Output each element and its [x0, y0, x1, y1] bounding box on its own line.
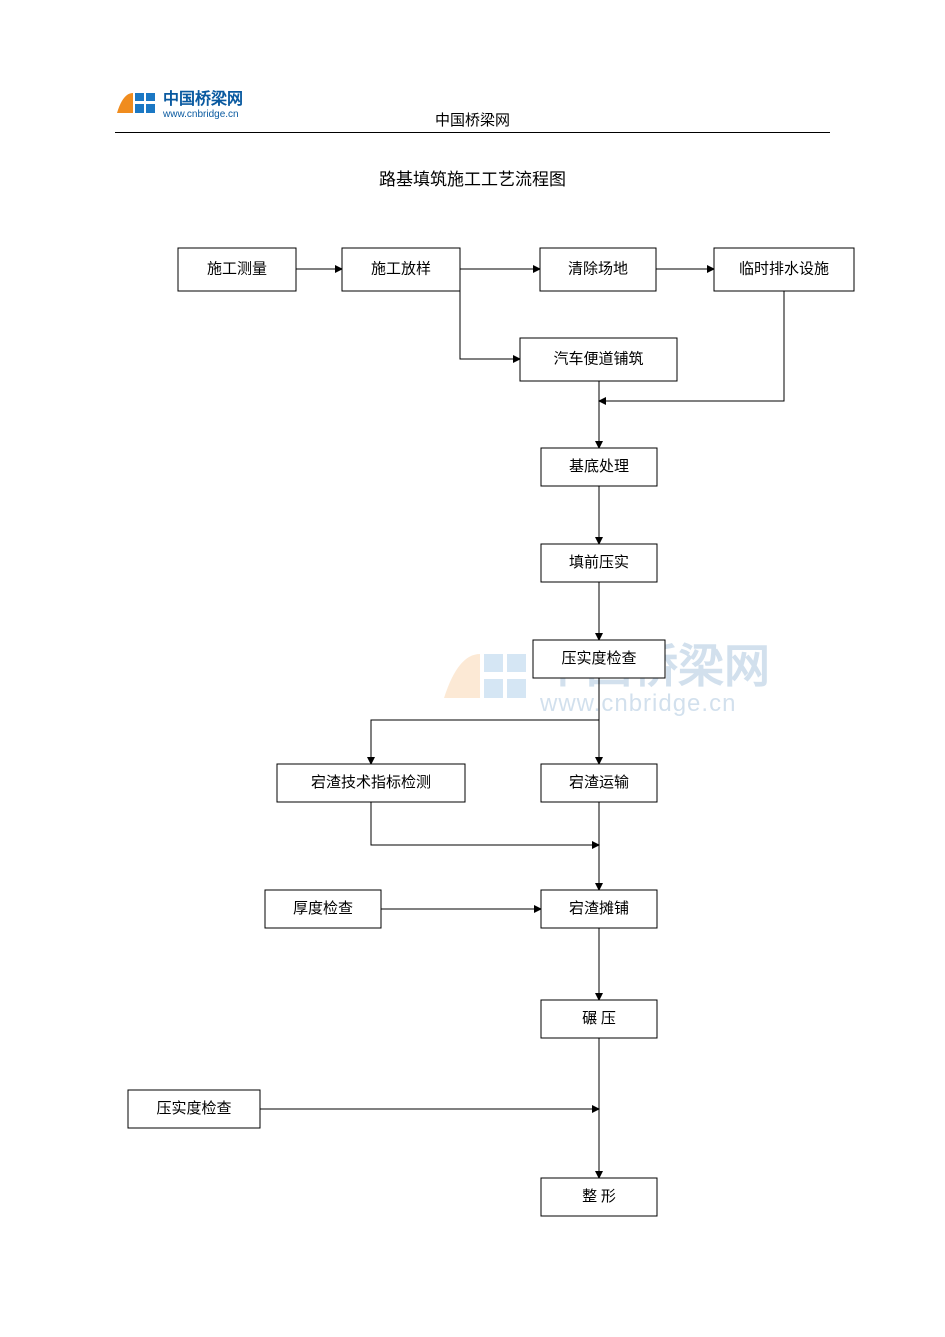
flow-edge: [371, 802, 599, 845]
flow-node: 填前压实: [541, 544, 657, 582]
flow-node: 压实度检查: [128, 1090, 260, 1128]
flow-node: 整 形: [541, 1178, 657, 1216]
flow-node-label: 汽车便道铺筑: [553, 351, 643, 368]
flow-node-label: 整 形: [582, 1188, 616, 1205]
flow-node-label: 基底处理: [569, 458, 629, 475]
flow-node: 压实度检查: [533, 640, 665, 678]
flow-node: 临时排水设施: [714, 248, 854, 291]
flow-node: 基底处理: [541, 448, 657, 486]
flow-edge: [371, 720, 599, 764]
flow-node: 汽车便道铺筑: [520, 338, 677, 381]
flowchart-diagram: 施工测量施工放样清除场地临时排水设施汽车便道铺筑基底处理填前压实压实度检查宕渣技…: [0, 0, 945, 1337]
flow-node-label: 施工放样: [371, 261, 431, 278]
flow-node-label: 宕渣摊铺: [569, 900, 629, 917]
flow-node-label: 临时排水设施: [739, 261, 829, 278]
flow-node-label: 清除场地: [568, 261, 628, 278]
flow-node-label: 压实度检查: [561, 650, 636, 667]
flow-node: 清除场地: [540, 248, 656, 291]
flow-node-label: 压实度检查: [156, 1100, 231, 1117]
flow-node-label: 填前压实: [569, 554, 629, 571]
flow-node: 宕渣摊铺: [541, 890, 657, 928]
flow-node: 宕渣技术指标检测: [277, 764, 465, 802]
flow-node-label: 施工测量: [207, 261, 267, 278]
flow-edge: [460, 291, 520, 359]
flow-node: 施工测量: [178, 248, 296, 291]
flow-node: 厚度检查: [265, 890, 381, 928]
flow-node-label: 宕渣技术指标检测: [311, 774, 431, 791]
flow-node: 碾 压: [541, 1000, 657, 1038]
flow-node-label: 宕渣运输: [569, 774, 629, 791]
flow-node-label: 厚度检查: [293, 900, 353, 917]
flow-node-label: 碾 压: [582, 1010, 616, 1027]
flow-node: 宕渣运输: [541, 764, 657, 802]
flow-node: 施工放样: [342, 248, 460, 291]
